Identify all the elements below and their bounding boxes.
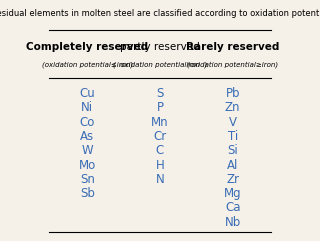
Text: Sb: Sb (80, 187, 95, 200)
Text: Mo: Mo (79, 159, 96, 172)
Text: C: C (156, 144, 164, 157)
Text: Residual elements in molten steel are classified according to oxidation potentia: Residual elements in molten steel are cl… (0, 8, 320, 18)
Text: Ni: Ni (81, 101, 93, 114)
Text: Cr: Cr (153, 130, 167, 143)
Text: Zn: Zn (225, 101, 240, 114)
Text: (  oxidation potentialiron  ): ( oxidation potentialiron ) (113, 61, 207, 67)
Text: Completely reserved: Completely reserved (26, 42, 148, 52)
Text: Zr: Zr (226, 173, 239, 186)
Text: Nb: Nb (225, 216, 241, 229)
Text: Ti: Ti (228, 130, 238, 143)
Text: W: W (82, 144, 93, 157)
Text: H: H (156, 159, 164, 172)
Text: Pb: Pb (225, 87, 240, 100)
Text: S: S (156, 87, 164, 100)
Text: V: V (229, 116, 237, 129)
Text: Al: Al (227, 159, 238, 172)
Text: Rarely reserved: Rarely reserved (186, 42, 279, 52)
Text: P: P (156, 101, 164, 114)
Text: Co: Co (80, 116, 95, 129)
Text: N: N (156, 173, 164, 186)
Text: Ca: Ca (225, 201, 240, 214)
Text: Mg: Mg (224, 187, 242, 200)
Text: Mn: Mn (151, 116, 169, 129)
Text: Cu: Cu (79, 87, 95, 100)
Text: Si: Si (227, 144, 238, 157)
Text: (oxidation potential≤iron): (oxidation potential≤iron) (42, 61, 133, 67)
Text: As: As (80, 130, 94, 143)
Text: partly reserved: partly reserved (120, 42, 200, 52)
Text: (oxidation potential≥iron): (oxidation potential≥iron) (187, 61, 278, 67)
Text: Sn: Sn (80, 173, 95, 186)
